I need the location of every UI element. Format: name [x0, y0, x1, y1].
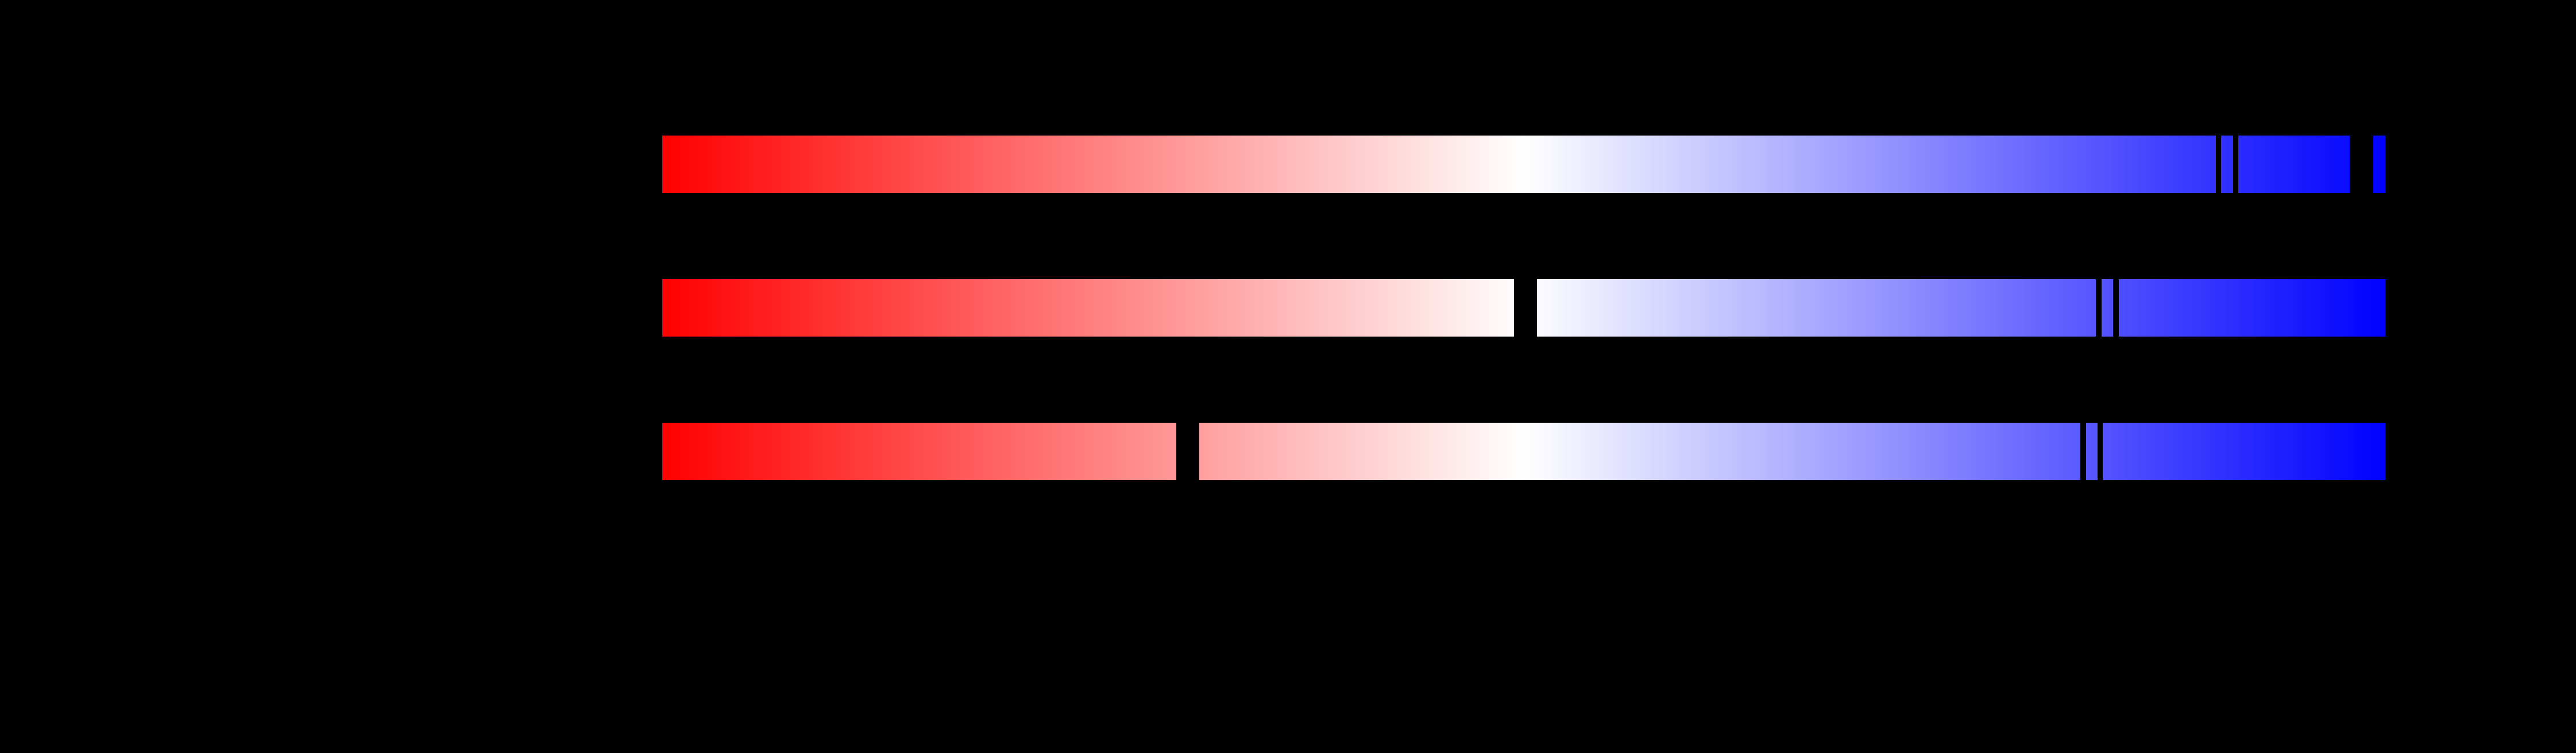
thin-tick-marker [2098, 423, 2103, 480]
wide-tick-marker [1176, 423, 1199, 480]
wide-tick-marker [2350, 136, 2373, 193]
thin-tick-marker [2113, 279, 2119, 337]
thin-tick-marker [2233, 136, 2238, 193]
thin-tick-marker [2216, 136, 2221, 193]
gradient-bar-2 [662, 279, 2385, 337]
gradient-bar-1 [662, 136, 2385, 193]
gradient-bar-3 [662, 423, 2385, 480]
thin-tick-marker [2096, 279, 2102, 337]
wide-tick-marker [1514, 279, 1537, 337]
thin-tick-marker [2080, 423, 2086, 480]
